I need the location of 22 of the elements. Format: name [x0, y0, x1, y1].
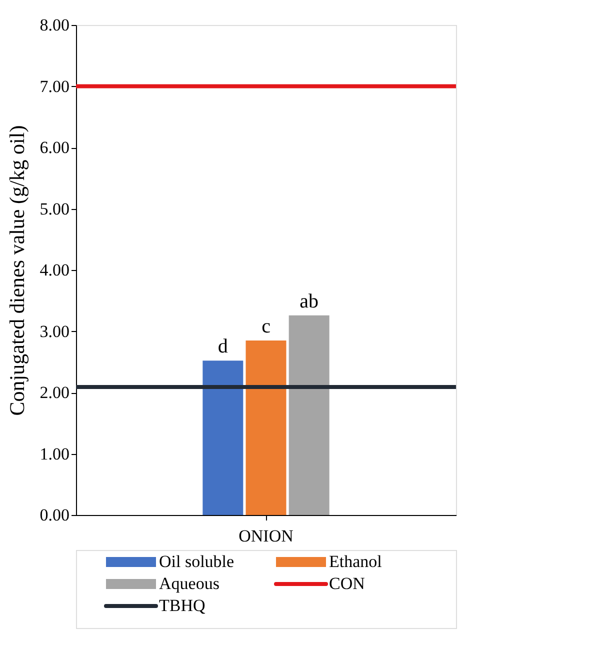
bar: [246, 340, 286, 515]
y-tick-label: 6.00: [40, 138, 70, 157]
y-tick-label: 3.00: [40, 322, 70, 341]
legend-label: Aqueous: [159, 574, 220, 593]
y-tick-label: 0.00: [40, 506, 70, 524]
y-tick-label: 1.00: [40, 444, 70, 464]
legend-label: CON: [329, 574, 365, 593]
x-tick-label: ONION: [238, 526, 294, 546]
y-axis-title: Conjugated dienes value (g/kg oil): [4, 125, 29, 416]
legend-label: TBHQ: [159, 596, 206, 615]
data-label: c: [262, 315, 271, 338]
y-tick-label: 5.00: [40, 199, 70, 218]
data-label: ab: [300, 290, 319, 312]
y-tick-label: 4.00: [40, 260, 70, 280]
bar: [288, 315, 330, 515]
y-tick-label: 7.00: [40, 76, 70, 96]
y-tick-label: 8.00: [40, 16, 70, 34]
y-tick-label: 2.00: [40, 383, 70, 402]
bar: [202, 360, 244, 515]
data-label: d: [218, 336, 228, 358]
legend-label: Ethanol: [329, 552, 382, 571]
legend-label: Oil soluble: [159, 552, 234, 571]
